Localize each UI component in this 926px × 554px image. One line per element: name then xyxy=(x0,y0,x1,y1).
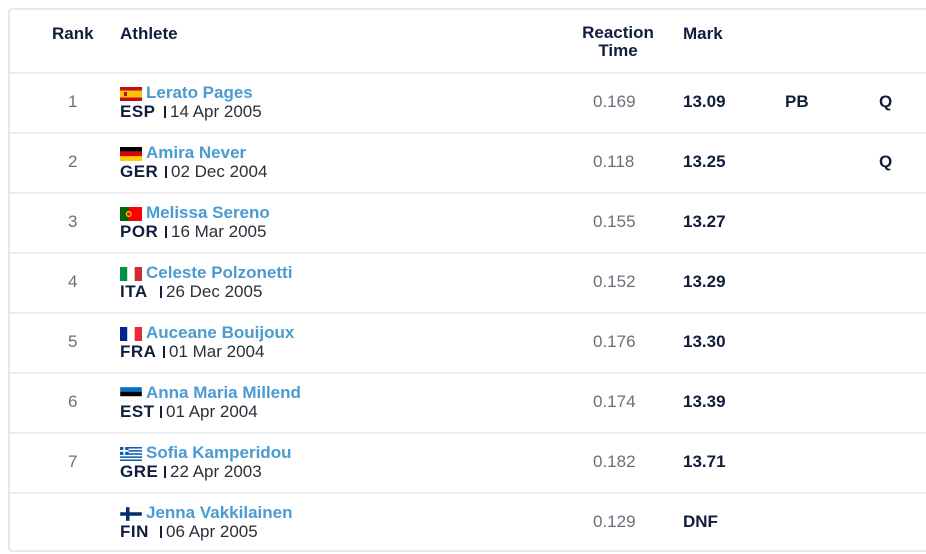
table-row[interactable]: 7 Sofia Kamperidou GRE 22 Apr 2003 0.182 13.7… xyxy=(10,432,926,494)
header-rank[interactable]: Rank xyxy=(52,24,94,43)
flag-icon xyxy=(120,87,142,101)
mark-cell: 13.30 xyxy=(683,332,726,351)
mark-cell: DNF xyxy=(683,512,718,531)
reaction-time-cell: 0.155 xyxy=(593,212,636,231)
rank-cell: 1 xyxy=(68,92,78,111)
header-reaction-line2: Time xyxy=(598,41,638,60)
athlete-name-link[interactable]: Celeste Polzonetti xyxy=(146,263,293,282)
table-row[interactable]: 3 Melissa Sereno POR 16 Mar 2005 0.155 13.27 xyxy=(10,192,926,254)
athlete-name-link[interactable]: Auceane Bouijoux xyxy=(146,323,295,342)
nationality-code: ITA xyxy=(120,282,148,301)
flag-icon xyxy=(120,147,142,161)
date-of-birth: 01 Mar 2004 xyxy=(169,342,265,361)
date-of-birth: 02 Dec 2004 xyxy=(171,162,268,181)
table-row[interactable]: 6 Anna Maria Millend EST 01 Apr 2004 0.174 13… xyxy=(10,372,926,434)
athlete-name-link[interactable]: Jenna Vakkilainen xyxy=(146,503,293,522)
mark-cell: 13.25 xyxy=(683,152,726,171)
nationality-code: FIN xyxy=(120,522,149,541)
nationality-code: GER xyxy=(120,162,159,181)
nationality-code: POR xyxy=(120,222,159,241)
rank-cell: 4 xyxy=(68,272,78,291)
separator xyxy=(164,106,166,118)
table-row[interactable]: 2 Amira Never GER 02 Dec 2004 0.118 13.25 Q xyxy=(10,132,926,194)
table-row[interactable]: Jenna Vakkilainen FIN 06 Apr 2005 0.129 DNF xyxy=(10,492,926,552)
reaction-time-cell: 0.182 xyxy=(593,452,636,471)
rank-cell: 7 xyxy=(68,452,78,471)
separator xyxy=(165,166,167,178)
reaction-time-cell: 0.152 xyxy=(593,272,636,291)
mark-cell: 13.71 xyxy=(683,452,726,471)
mark-cell: 13.29 xyxy=(683,272,726,291)
reaction-time-cell: 0.129 xyxy=(593,512,636,531)
separator xyxy=(164,466,166,478)
flag-icon xyxy=(120,327,142,341)
reaction-time-cell: 0.176 xyxy=(593,332,636,351)
nationality-code: EST xyxy=(120,402,155,421)
flag-icon xyxy=(120,447,142,461)
date-of-birth: 06 Apr 2005 xyxy=(166,522,258,541)
header-mark[interactable]: Mark xyxy=(683,24,723,43)
date-of-birth: 22 Apr 2003 xyxy=(170,462,262,481)
date-of-birth: 14 Apr 2005 xyxy=(170,102,262,121)
reaction-time-cell: 0.169 xyxy=(593,92,636,111)
flag-icon xyxy=(120,207,142,221)
pb-badge: PB xyxy=(785,92,809,111)
header-reaction-time[interactable]: Reaction Time xyxy=(570,24,666,60)
mark-cell: 13.27 xyxy=(683,212,726,231)
table-row[interactable]: 5 Auceane Bouijoux FRA 01 Mar 2004 0.176 13.3… xyxy=(10,312,926,374)
flag-icon xyxy=(120,267,142,281)
qualified-badge: Q xyxy=(879,152,893,171)
table-row[interactable]: 4 Celeste Polzonetti ITA 26 Dec 2005 0.152 13… xyxy=(10,252,926,314)
athlete-name-link[interactable]: Anna Maria Millend xyxy=(146,383,301,402)
mark-cell: 13.09 xyxy=(683,92,726,111)
header-reaction-line1: Reaction xyxy=(582,23,654,42)
mark-cell: 13.39 xyxy=(683,392,726,411)
date-of-birth: 16 Mar 2005 xyxy=(171,222,267,241)
flag-icon xyxy=(120,387,142,401)
nationality-code: FRA xyxy=(120,342,157,361)
results-table: Rank Athlete Reaction Time Mark 1 Lerato P… xyxy=(8,8,926,552)
nationality-code: GRE xyxy=(120,462,159,481)
table-header: Rank Athlete Reaction Time Mark xyxy=(10,10,926,74)
flag-icon xyxy=(120,507,142,521)
reaction-time-cell: 0.174 xyxy=(593,392,636,411)
nationality-code: ESP xyxy=(120,102,156,121)
athlete-name-link[interactable]: Amira Never xyxy=(146,143,247,162)
athlete-name-link[interactable]: Melissa Sereno xyxy=(146,203,270,222)
qualified-badge: Q xyxy=(879,92,893,111)
header-athlete[interactable]: Athlete xyxy=(120,24,178,43)
separator xyxy=(163,346,165,358)
table-row[interactable]: 1 Lerato Pages ESP 14 Apr 2005 0.169 13.09 PB Q xyxy=(10,72,926,134)
separator xyxy=(165,226,167,238)
reaction-time-cell: 0.118 xyxy=(593,152,635,171)
rank-cell: 3 xyxy=(68,212,78,231)
separator xyxy=(160,526,162,538)
athlete-name-link[interactable]: Lerato Pages xyxy=(146,83,253,102)
rank-cell: 6 xyxy=(68,392,78,411)
date-of-birth: 26 Dec 2005 xyxy=(166,282,263,301)
separator xyxy=(160,406,162,418)
rank-cell: 2 xyxy=(68,152,78,171)
separator xyxy=(160,286,162,298)
date-of-birth: 01 Apr 2004 xyxy=(166,402,258,421)
rank-cell: 5 xyxy=(68,332,78,351)
athlete-name-link[interactable]: Sofia Kamperidou xyxy=(146,443,292,462)
